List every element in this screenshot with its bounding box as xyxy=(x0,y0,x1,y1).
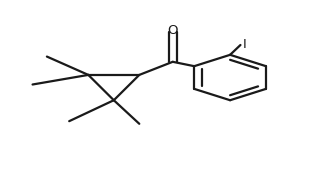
Text: O: O xyxy=(167,24,178,37)
Text: I: I xyxy=(243,38,247,51)
